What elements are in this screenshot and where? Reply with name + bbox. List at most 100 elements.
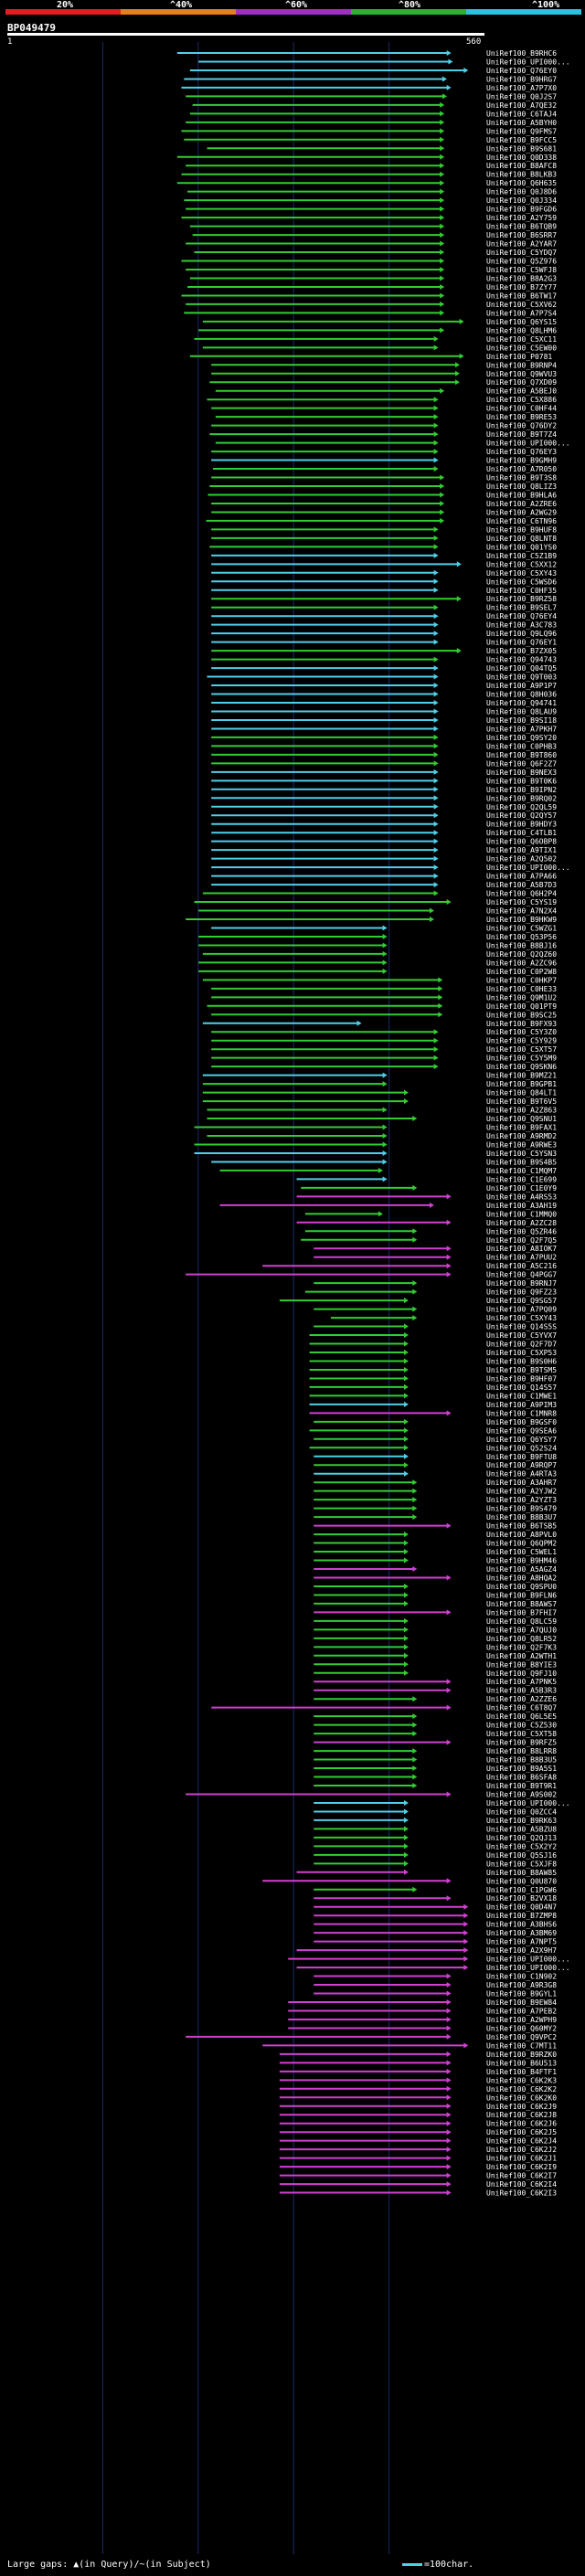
hit-label[interactable]: UniRef100_C5Y3Z0 bbox=[486, 1028, 557, 1036]
hit-label[interactable]: UniRef100_Q9FZ23 bbox=[486, 1288, 557, 1297]
hit-label[interactable]: UniRef100_C6TAJ4 bbox=[486, 110, 557, 118]
hit-label[interactable]: UniRef100_A7PUU2 bbox=[486, 1254, 557, 1262]
hit-label[interactable]: UniRef100_B9RK63 bbox=[486, 1817, 557, 1825]
hit-label[interactable]: UniRef100_B9GMH9 bbox=[486, 457, 557, 465]
hit-label[interactable]: UniRef100_B9T3S8 bbox=[486, 474, 557, 482]
hit-label[interactable]: UniRef100_B7FHI7 bbox=[486, 1608, 557, 1617]
hit-label[interactable]: UniRef100_C6K2K2 bbox=[486, 2085, 557, 2094]
hit-label[interactable]: UniRef100_Q0J8D6 bbox=[486, 188, 557, 196]
hit-label[interactable]: UniRef100_UPI000... bbox=[486, 58, 570, 66]
hit-label[interactable]: UniRef100_UPI000... bbox=[486, 1799, 570, 1807]
hit-label[interactable]: UniRef100_C7MT11 bbox=[486, 2041, 557, 2050]
hit-label[interactable]: UniRef100_A9RWE3 bbox=[486, 1140, 557, 1149]
hit-label[interactable]: UniRef100_A7PEB2 bbox=[486, 2007, 557, 2015]
hit-label[interactable]: UniRef100_A2WPH9 bbox=[486, 2016, 557, 2024]
hit-label[interactable]: UniRef100_C5XY43 bbox=[486, 569, 557, 578]
hit-label[interactable]: UniRef100_C5Z530 bbox=[486, 1722, 557, 1730]
hit-label[interactable]: UniRef100_B9RQ02 bbox=[486, 794, 557, 802]
hit-label[interactable]: UniRef100_Q76EY3 bbox=[486, 448, 557, 456]
hit-label[interactable]: UniRef100_B9FTU8 bbox=[486, 1453, 557, 1461]
hit-label[interactable]: UniRef100_A9P1P7 bbox=[486, 682, 557, 690]
hit-label[interactable]: UniRef100_Q9M1U2 bbox=[486, 993, 557, 1002]
hit-label[interactable]: UniRef100_B9RZ58 bbox=[486, 595, 557, 603]
hit-label[interactable]: UniRef100_A2YAR7 bbox=[486, 240, 557, 249]
hit-label[interactable]: UniRef100_A5AGZ4 bbox=[486, 1565, 557, 1574]
hit-label[interactable]: UniRef100_A4RTA3 bbox=[486, 1470, 557, 1479]
hit-label[interactable]: UniRef100_C6K2J6 bbox=[486, 2120, 557, 2128]
hit-label[interactable]: UniRef100_A7N2X4 bbox=[486, 907, 557, 916]
hit-label[interactable]: UniRef100_A7QE32 bbox=[486, 101, 557, 110]
hit-label[interactable]: UniRef100_A9S002 bbox=[486, 1790, 557, 1798]
hit-label[interactable]: UniRef100_B6SFA8 bbox=[486, 1774, 557, 1782]
hit-label[interactable]: UniRef100_Q01YS0 bbox=[486, 543, 557, 551]
hit-label[interactable]: UniRef100_B9RHC6 bbox=[486, 49, 557, 58]
hit-label[interactable]: UniRef100_Q01PT9 bbox=[486, 1002, 557, 1011]
hit-label[interactable]: UniRef100_Q2F7D7 bbox=[486, 1341, 557, 1349]
hit-label[interactable]: UniRef100_C5XV62 bbox=[486, 301, 557, 309]
hit-label[interactable]: UniRef100_Q94741 bbox=[486, 699, 557, 707]
hit-label[interactable]: UniRef100_A2ZC96 bbox=[486, 959, 557, 967]
hit-label[interactable]: UniRef100_C6K2J5 bbox=[486, 2128, 557, 2136]
hit-label[interactable]: UniRef100_C5X2Y2 bbox=[486, 1842, 557, 1850]
hit-label[interactable]: UniRef100_C5XJF8 bbox=[486, 1860, 557, 1868]
hit-label[interactable]: UniRef100_A5B3R3 bbox=[486, 1687, 557, 1695]
hit-label[interactable]: UniRef100_B7ZY77 bbox=[486, 283, 557, 292]
hit-label[interactable]: UniRef100_A2WG29 bbox=[486, 508, 557, 516]
hit-label[interactable]: UniRef100_A3AHR7 bbox=[486, 1479, 557, 1487]
hit-label[interactable]: UniRef100_B9HF07 bbox=[486, 1374, 557, 1383]
hit-label[interactable]: UniRef100_C4TLB1 bbox=[486, 829, 557, 837]
hit-label[interactable]: UniRef100_C0HF44 bbox=[486, 405, 557, 413]
hit-label[interactable]: UniRef100_Q9SG57 bbox=[486, 1297, 557, 1305]
hit-label[interactable]: UniRef100_B9HRG7 bbox=[486, 75, 557, 83]
hit-label[interactable]: UniRef100_Q14S5S bbox=[486, 1323, 557, 1331]
hit-label[interactable]: UniRef100_A3AH19 bbox=[486, 1202, 557, 1210]
hit-label[interactable]: UniRef100_B9GPB1 bbox=[486, 1080, 557, 1088]
hit-label[interactable]: UniRef100_Q6H2P4 bbox=[486, 890, 557, 898]
hit-label[interactable]: UniRef100_B8BJ16 bbox=[486, 941, 557, 949]
hit-label[interactable]: UniRef100_B9SI18 bbox=[486, 716, 557, 725]
hit-label[interactable]: UniRef100_B9MZ21 bbox=[486, 1072, 557, 1080]
hit-label[interactable]: UniRef100_C6K2I7 bbox=[486, 2172, 557, 2180]
hit-label[interactable]: UniRef100_A3C783 bbox=[486, 621, 557, 630]
hit-label[interactable]: UniRef100_Q8LHM6 bbox=[486, 326, 557, 334]
hit-label[interactable]: UniRef100_A2ZRE6 bbox=[486, 500, 557, 508]
hit-label[interactable]: UniRef100_A2Q502 bbox=[486, 855, 557, 864]
hit-label[interactable]: UniRef100_A5B7D3 bbox=[486, 881, 557, 889]
hit-label[interactable]: UniRef100_Q9SEA6 bbox=[486, 1426, 557, 1435]
hit-label[interactable]: UniRef100_A5BYH0 bbox=[486, 119, 557, 127]
hit-label[interactable]: UniRef100_Q9VPC2 bbox=[486, 2033, 557, 2041]
hit-label[interactable]: UniRef100_Q2QJ13 bbox=[486, 1834, 557, 1842]
hit-label[interactable]: UniRef100_B8LKB3 bbox=[486, 171, 557, 179]
hit-label[interactable]: UniRef100_B9FX93 bbox=[486, 1020, 557, 1028]
hit-label[interactable]: UniRef100_A8IOK7 bbox=[486, 1245, 557, 1253]
hit-label[interactable]: UniRef100_B6U513 bbox=[486, 2059, 557, 2067]
hit-label[interactable]: UniRef100_Q84LT1 bbox=[486, 1089, 557, 1097]
hit-label[interactable]: UniRef100_C5XC11 bbox=[486, 335, 557, 344]
hit-label[interactable]: UniRef100_B4FTF1 bbox=[486, 2068, 557, 2076]
hit-label[interactable]: UniRef100_C1N902 bbox=[486, 1973, 557, 1981]
hit-label[interactable]: UniRef100_Q2QL59 bbox=[486, 803, 557, 811]
hit-label[interactable]: UniRef100_Q9WVU3 bbox=[486, 370, 557, 378]
hit-label[interactable]: UniRef100_C1MMQ0 bbox=[486, 1210, 557, 1218]
hit-label[interactable]: UniRef100_B9RZK0 bbox=[486, 2051, 557, 2059]
hit-label[interactable]: UniRef100_C6K2J1 bbox=[486, 2155, 557, 2163]
hit-label[interactable]: UniRef100_B9RNP4 bbox=[486, 361, 557, 369]
hit-label[interactable]: UniRef100_C5WZG1 bbox=[486, 924, 557, 932]
hit-label[interactable]: UniRef100_B9SEL7 bbox=[486, 604, 557, 612]
hit-label[interactable]: UniRef100_A2Y759 bbox=[486, 214, 557, 222]
hit-label[interactable]: UniRef100_B9FAX1 bbox=[486, 1124, 557, 1132]
hit-label[interactable]: UniRef100_C0HE33 bbox=[486, 985, 557, 993]
hit-label[interactable]: UniRef100_B9S479 bbox=[486, 1505, 557, 1513]
hit-label[interactable]: UniRef100_Q9SPU0 bbox=[486, 1583, 557, 1591]
hit-label[interactable]: UniRef100_Q6L5E5 bbox=[486, 1712, 557, 1721]
hit-label[interactable]: UniRef100_B9FCC5 bbox=[486, 136, 557, 144]
hit-label[interactable]: UniRef100_A7P7S4 bbox=[486, 309, 557, 317]
hit-label[interactable]: UniRef100_Q7XD09 bbox=[486, 378, 557, 387]
hit-label[interactable]: UniRef100_B9EW84 bbox=[486, 1998, 557, 2007]
hit-label[interactable]: UniRef100_A7P7X0 bbox=[486, 84, 557, 92]
hit-label[interactable]: UniRef100_A9RQP7 bbox=[486, 1461, 557, 1469]
hit-label[interactable]: UniRef100_C1MQM7 bbox=[486, 1167, 557, 1175]
hit-label[interactable]: UniRef100_Q0J334 bbox=[486, 196, 557, 205]
hit-label[interactable]: UniRef100_B9GYL1 bbox=[486, 1990, 557, 1998]
hit-label[interactable]: UniRef100_C5Y929 bbox=[486, 1037, 557, 1045]
